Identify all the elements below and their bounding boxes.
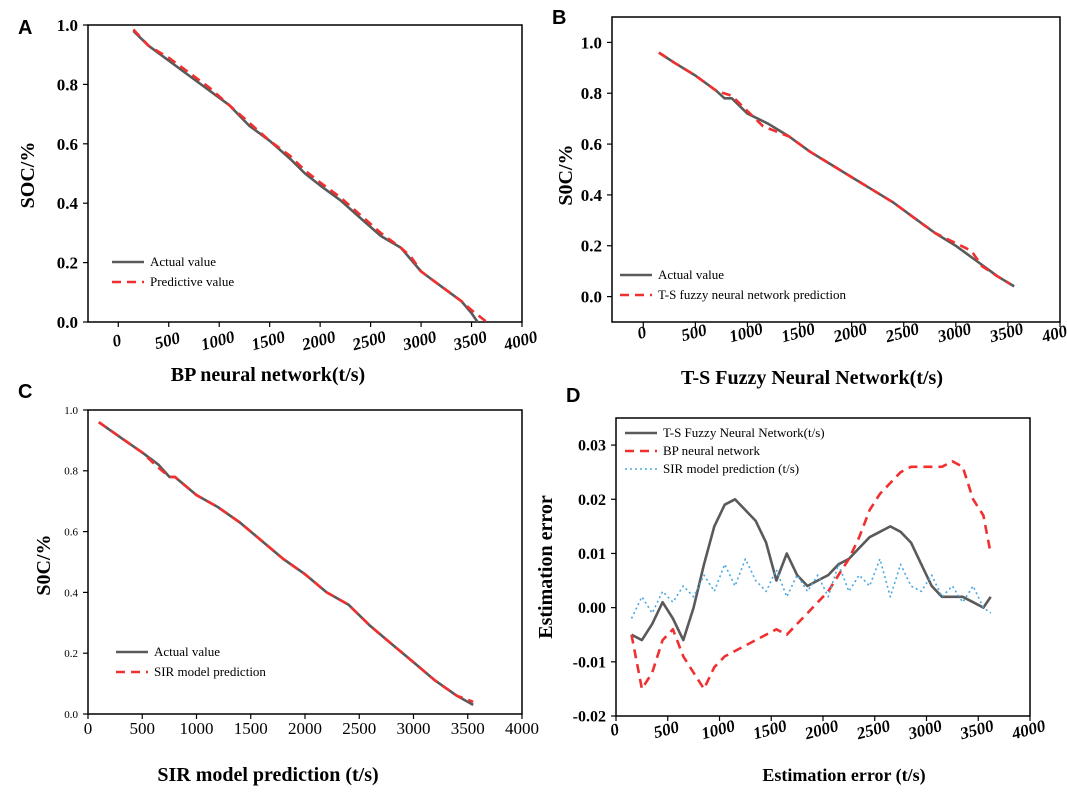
x-tick-label: 2500 <box>349 327 388 355</box>
panel-letter: B <box>552 7 566 29</box>
x-tick-label: 2500 <box>882 319 921 347</box>
plot-frame <box>611 16 1061 323</box>
x-axis-label: T-S Fuzzy Neural Network(t/s) <box>681 367 943 389</box>
x-tick-label: 1500 <box>751 716 789 743</box>
y-tick-label: 0.03 <box>578 438 606 455</box>
x-tick-label: 2000 <box>802 716 841 744</box>
series-line-dotted <box>630 558 992 619</box>
x-tick-label: 3000 <box>935 319 974 347</box>
y-axis-label: S0C/% <box>555 144 577 205</box>
chart-panel-b: B 0 500 1000 1500 2000 2500 3000 3500 4000 0.0 0.2 0… <box>552 7 1067 389</box>
series-line-dashed <box>630 459 992 691</box>
x-tick-label: 2000 <box>830 319 869 347</box>
series-line-dashed <box>658 51 1011 286</box>
x-tick-label: 2000 <box>299 327 338 355</box>
x-tick-label: 2500 <box>342 719 376 738</box>
y-tick-label: 0.4 <box>57 194 79 213</box>
series-line-solid <box>630 497 992 642</box>
y-tick-label: 0.0 <box>64 709 78 721</box>
plot-frame <box>87 24 523 323</box>
y-tick-label: 0.4 <box>64 587 78 599</box>
x-tick-label: 3000 <box>905 716 944 744</box>
legend-label: T-S Fuzzy Neural Network(t/s) <box>663 425 825 440</box>
series-line-dashed <box>132 28 488 322</box>
x-tick-label: 4000 <box>505 719 539 738</box>
y-tick-label: 0.8 <box>581 84 602 103</box>
x-tick-label: 3500 <box>987 319 1026 347</box>
x-tick-label: 1000 <box>180 719 214 738</box>
x-axis-label: Estimation error (t/s) <box>762 765 925 786</box>
x-tick-label: 3500 <box>450 327 489 355</box>
x-tick-label: 3500 <box>957 716 996 744</box>
x-axis-label: BP neural network(t/s) <box>171 364 365 386</box>
y-tick-label: 0.0 <box>57 313 78 332</box>
x-tick-label: 2000 <box>288 719 322 738</box>
x-axis-label: SIR model prediction (t/s) <box>157 764 378 786</box>
chart-panel-c: C 0 500 1000 1500 2000 2500 3000 3500 4000 0.0 0.2 0… <box>18 381 539 786</box>
panel-letter: D <box>566 385 580 407</box>
x-tick-label: 500 <box>679 320 709 345</box>
y-tick-label: 0.8 <box>57 75 78 94</box>
x-tick-label: 3500 <box>451 719 485 738</box>
series-line-solid <box>98 421 474 707</box>
y-tick-label: 0.02 <box>578 492 606 509</box>
y-axis-label: S0C/% <box>33 534 55 595</box>
x-tick-label: 1500 <box>249 327 287 354</box>
x-tick-label: 1000 <box>699 716 737 743</box>
x-tick-label: 1000 <box>199 327 237 354</box>
y-axis-label: Estimation error <box>535 495 557 639</box>
y-tick-label: 0.8 <box>64 466 78 478</box>
x-tick-label: 4000 <box>1009 716 1048 744</box>
x-tick-label: 4000 <box>1039 319 1067 347</box>
y-tick-label: 1.0 <box>64 405 78 417</box>
y-tick-label: 1.0 <box>581 33 602 52</box>
y-tick-label: -0.02 <box>573 709 606 726</box>
y-tick-label: 0.4 <box>581 186 603 205</box>
y-tick-label: 0.6 <box>57 135 78 154</box>
legend-label: SIR model prediction <box>154 664 266 679</box>
y-tick-label: 0.6 <box>64 526 78 538</box>
x-tick-label: 0 <box>608 719 622 740</box>
legend-label: SIR model prediction (t/s) <box>663 461 799 476</box>
x-tick-label: 1500 <box>779 319 817 346</box>
y-tick-label: 0.2 <box>57 254 78 273</box>
x-tick-label: 0 <box>84 719 93 738</box>
panel-letter: A <box>18 17 32 39</box>
legend-label: Actual value <box>154 644 220 659</box>
y-tick-label: 0.00 <box>578 600 606 617</box>
y-tick-label: 1.0 <box>57 16 78 35</box>
legend-label: Actual value <box>150 254 216 269</box>
x-tick-label: 0 <box>110 330 124 351</box>
x-tick-label: 1500 <box>234 719 268 738</box>
series-line-dashed <box>98 421 474 704</box>
legend-label: BP neural network <box>663 443 760 458</box>
legend-label: Actual value <box>658 267 724 282</box>
chart-panel-d: D 0 500 1000 1500 2000 2500 3000 3500 4000 -0.02 -0… <box>535 385 1048 786</box>
x-tick-label: 500 <box>652 717 682 742</box>
panel-letter: C <box>18 381 32 403</box>
y-tick-label: 0.2 <box>581 237 602 256</box>
x-tick-label: 3000 <box>397 719 431 738</box>
y-tick-label: 0.0 <box>581 288 602 307</box>
x-tick-label: 0 <box>635 322 649 343</box>
y-tick-label: 0.2 <box>64 648 78 660</box>
legend-label: Predictive value <box>150 274 234 289</box>
x-tick-label: 2500 <box>853 716 892 744</box>
x-tick-label: 4000 <box>501 327 540 355</box>
y-tick-label: 0.6 <box>581 135 602 154</box>
y-tick-label: 0.01 <box>578 546 606 563</box>
series-line-solid <box>658 51 1015 288</box>
x-tick-label: 1000 <box>727 319 765 346</box>
legend-label: T-S fuzzy neural network prediction <box>658 287 846 302</box>
chart-panel-a: A 0 500 1000 1500 2000 2500 3000 3500 4000 0.0 0.2 0… <box>17 16 540 386</box>
y-tick-label: -0.01 <box>573 654 606 671</box>
x-tick-label: 500 <box>153 328 183 353</box>
x-tick-label: 3000 <box>400 327 439 355</box>
x-tick-label: 500 <box>130 719 156 738</box>
y-axis-label: SOC/% <box>17 142 39 209</box>
